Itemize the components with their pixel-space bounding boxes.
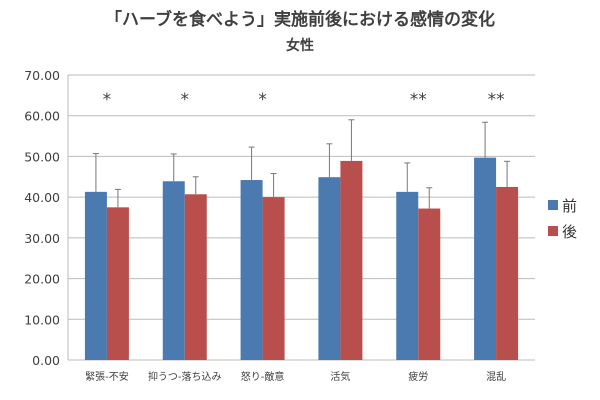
significance-marker: **	[488, 90, 505, 110]
bar	[262, 197, 285, 360]
legend-label: 後	[562, 223, 577, 241]
significance-marker: *	[258, 90, 267, 110]
significance-marker: *	[103, 90, 112, 110]
chart-subtitle: 女性	[286, 37, 314, 54]
y-tick-label: 0.00	[32, 353, 60, 368]
x-tick-label: 怒り-敵意	[241, 370, 285, 383]
y-tick-label: 10.00	[24, 312, 60, 327]
bar	[184, 194, 207, 360]
y-tick-label: 70.00	[24, 68, 60, 83]
bar	[474, 157, 497, 360]
legend-swatch	[548, 200, 558, 210]
legend-swatch	[548, 226, 558, 236]
significance-marker: *	[181, 90, 190, 110]
significance-marker: **	[410, 90, 427, 110]
bar	[418, 208, 441, 360]
y-tick-label: 50.00	[24, 149, 60, 164]
bar	[162, 181, 185, 360]
y-tick-label: 20.00	[24, 272, 60, 287]
bar	[84, 191, 107, 360]
chart-title: 「ハーブを食べよう」実施前後における感情の変化	[105, 9, 495, 30]
x-tick-label: 緊張-不安	[85, 370, 129, 383]
bar	[396, 191, 419, 360]
x-tick-label: 抑うつ-落ち込み	[148, 371, 222, 383]
bar	[496, 186, 519, 360]
x-tick-label: 活気	[330, 370, 350, 383]
x-tick-label: 疲労	[408, 370, 428, 383]
bar	[318, 177, 341, 360]
legend-label: 前	[562, 197, 577, 215]
bar	[340, 160, 363, 360]
y-tick-label: 40.00	[24, 190, 60, 205]
x-tick-label: 混乱	[486, 371, 506, 383]
bar	[240, 180, 263, 360]
bar	[106, 207, 129, 360]
y-tick-label: 30.00	[24, 231, 60, 246]
y-tick-label: 60.00	[24, 109, 60, 124]
